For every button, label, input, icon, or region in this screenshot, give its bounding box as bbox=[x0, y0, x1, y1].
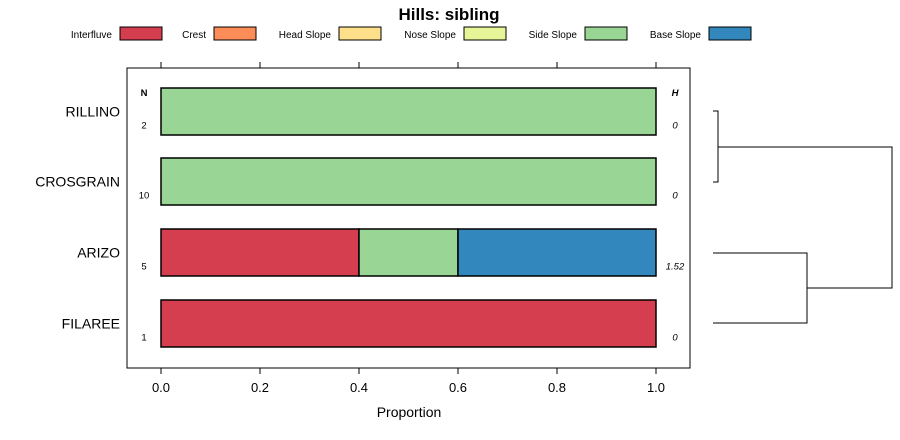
legend-swatch-crest bbox=[213, 26, 257, 41]
legend-label-side-slope: Side Slope bbox=[529, 30, 578, 41]
x-tick-label: 0.6 bbox=[449, 380, 467, 395]
n-value: 1 bbox=[141, 333, 146, 344]
legend-swatch-interfluve bbox=[119, 26, 163, 41]
h-value: 0 bbox=[672, 333, 678, 344]
x-tick-label: 0.0 bbox=[152, 380, 170, 395]
x-axis-title: Proportion bbox=[377, 404, 442, 420]
category-label: CROSGRAIN bbox=[35, 174, 120, 190]
n-value: 2 bbox=[141, 121, 146, 132]
legend-swatch-nose-slope bbox=[463, 26, 507, 41]
n-value: 10 bbox=[139, 191, 150, 202]
n-header: N bbox=[141, 88, 148, 99]
h-value: 1.52 bbox=[666, 262, 685, 273]
x-axis: 0.0 0.2 0.4 0.6 0.8 1.0 bbox=[152, 62, 665, 395]
plot-frame bbox=[126, 67, 691, 369]
h-values: 0 0 1.52 0 bbox=[666, 121, 685, 344]
chart-title: Hills: sibling bbox=[398, 5, 499, 24]
category-labels: RILLINO CROSGRAIN ARIZO FILAREE bbox=[35, 104, 120, 332]
legend-label-base-slope: Base Slope bbox=[650, 30, 702, 41]
legend-swatch-side-slope bbox=[584, 26, 628, 41]
bar-crosgrain-side-slope bbox=[160, 157, 657, 206]
n-value: 5 bbox=[141, 262, 146, 273]
x-tick-label: 0.2 bbox=[251, 380, 269, 395]
bar-group bbox=[160, 87, 657, 348]
legend-label-interfluve: Interfluve bbox=[71, 30, 113, 41]
bar-arizo-base-slope bbox=[457, 228, 657, 277]
legend-swatch-head-slope bbox=[338, 26, 382, 41]
h-value: 0 bbox=[672, 121, 678, 132]
x-tick-label: 0.8 bbox=[548, 380, 566, 395]
dendrogram-branch-rillino-crosgrain bbox=[713, 110, 719, 183]
dendrogram bbox=[713, 110, 893, 324]
bar-rillino-side-slope bbox=[160, 87, 657, 136]
legend-label-nose-slope: Nose Slope bbox=[404, 30, 456, 41]
category-label: RILLINO bbox=[66, 104, 121, 120]
bar-filaree-interfluve bbox=[160, 299, 657, 348]
dendrogram-branch-root bbox=[718, 146, 893, 289]
bar-arizo-side-slope bbox=[358, 228, 459, 277]
legend-swatch-base-slope bbox=[708, 26, 752, 41]
h-header: H bbox=[672, 88, 680, 99]
legend: Interfluve Crest Head Slope Nose Slope Side … bbox=[71, 26, 752, 41]
n-values: 2 10 5 1 bbox=[139, 121, 150, 344]
h-value: 0 bbox=[672, 191, 678, 202]
x-tick-label: 1.0 bbox=[647, 380, 665, 395]
legend-label-crest: Crest bbox=[182, 30, 206, 41]
category-label: ARIZO bbox=[77, 245, 120, 261]
dendrogram-branch-arizo-filaree bbox=[713, 252, 808, 324]
legend-label-head-slope: Head Slope bbox=[279, 30, 332, 41]
category-label: FILAREE bbox=[62, 316, 120, 332]
bar-arizo-interfluve bbox=[160, 228, 360, 277]
x-tick-label: 0.4 bbox=[350, 380, 368, 395]
